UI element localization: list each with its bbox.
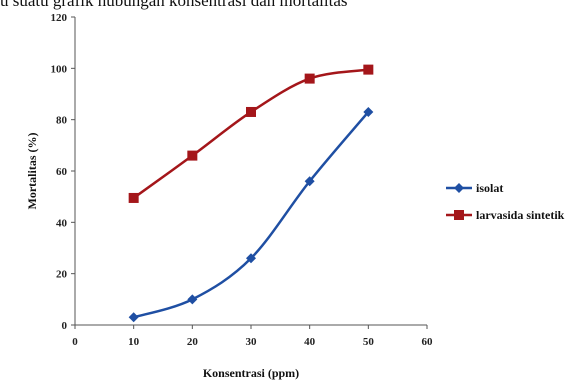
- legend-swatch-marker: [454, 210, 464, 220]
- chart-axes: [74, 17, 427, 326]
- series-line-larvasida-sintetik: [132, 68, 369, 199]
- data-point-isolat: [128, 312, 139, 323]
- x-tick-label: 10: [128, 336, 140, 348]
- data-point-larvasida-sintetik: [246, 106, 256, 117]
- y-axis-title: Mortalitas (%): [25, 133, 39, 210]
- series-line-isolat: [133, 111, 370, 319]
- x-axis-title: Konsentrasi (ppm): [203, 366, 299, 380]
- series-group: [128, 64, 374, 323]
- data-point-larvasida-sintetik: [304, 73, 315, 84]
- data-point-larvasida-sintetik: [128, 192, 139, 203]
- legend-label-isolat: isolat: [476, 181, 503, 195]
- legend-item-larvasida-sintetik: larvasida sintetik: [446, 208, 565, 222]
- legend-swatch-marker: [454, 183, 464, 193]
- y-tick-label: 60: [56, 166, 68, 178]
- y-tick-label: 80: [56, 115, 68, 127]
- data-point-isolat: [246, 253, 256, 264]
- data-point-isolat: [363, 106, 374, 117]
- caption-fragment: u suatu grafik hubungan konsentrasi dan …: [0, 0, 348, 10]
- x-tick-label: 0: [72, 336, 78, 348]
- y-tick-label: 100: [51, 63, 68, 75]
- x-tick-label: 30: [246, 336, 258, 348]
- y-tick-label: 120: [51, 12, 68, 24]
- legend: isolat larvasida sintetik: [446, 181, 565, 222]
- x-tick-label: 20: [187, 336, 199, 348]
- x-tick-label: 40: [304, 336, 316, 348]
- y-tick-label: 40: [56, 217, 68, 229]
- data-point-isolat: [304, 176, 315, 187]
- data-point-larvasida-sintetik: [187, 150, 198, 161]
- legend-label-larvasida-sintetik: larvasida sintetik: [476, 208, 565, 222]
- series-larvasida-sintetik: [128, 64, 374, 203]
- series-isolat: [128, 106, 374, 323]
- tick-group: 0 20 40 60 80 100 120 0 10 20 30 40 50 60: [51, 12, 434, 348]
- x-tick-label: 60: [422, 336, 434, 348]
- y-tick-label: 0: [62, 320, 68, 332]
- x-tick-label: 50: [363, 336, 375, 348]
- legend-item-isolat: isolat: [446, 181, 503, 195]
- data-point-larvasida-sintetik: [363, 64, 374, 75]
- data-point-isolat: [187, 294, 198, 305]
- y-tick-label: 20: [56, 269, 68, 281]
